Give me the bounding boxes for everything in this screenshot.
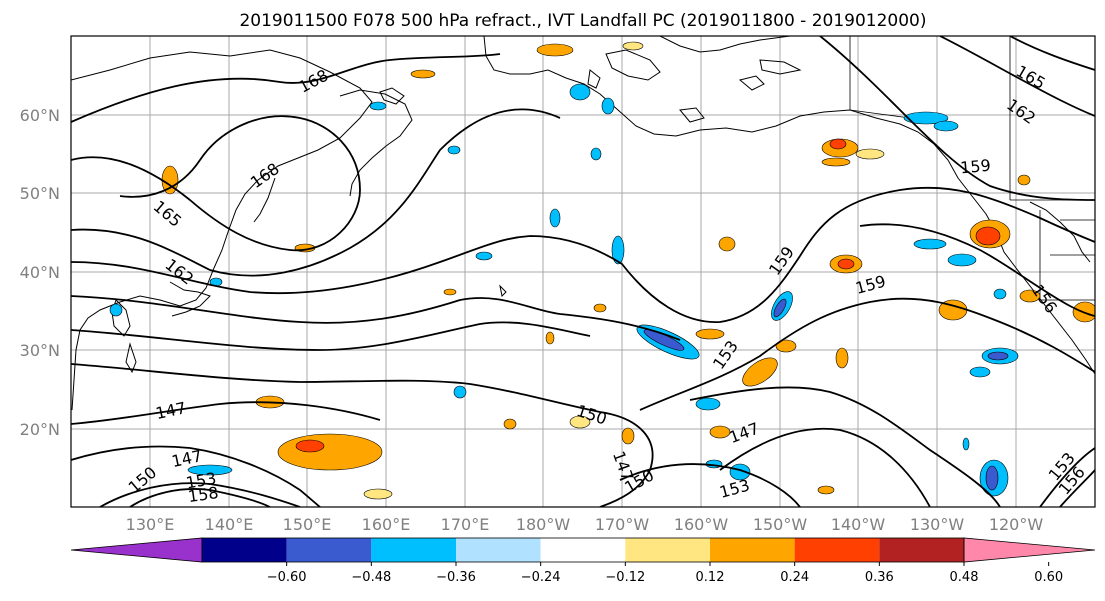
colorbar-extend-high	[963, 537, 1096, 563]
contour-label: 159	[959, 156, 991, 178]
colorbar-tick-label: 0.12	[696, 570, 725, 585]
colorbar-cell	[456, 538, 541, 562]
colorbar-cell	[794, 538, 880, 562]
lat-label: 30°N	[20, 341, 60, 360]
latitude-labels: 60°N 50°N 40°N 30°N 20°N	[20, 106, 60, 439]
colorbar-cell	[540, 538, 626, 562]
lon-label: 150°E	[283, 515, 332, 534]
colorbar-tick-label: 0.36	[865, 570, 894, 585]
colorbar-border	[201, 537, 965, 563]
colorbar-tick-label: −0.36	[436, 570, 476, 585]
lat-label: 50°N	[20, 184, 60, 203]
colorbar-tick-label: −0.60	[267, 570, 307, 585]
colorbar-tick-label: −0.24	[521, 570, 561, 585]
colorbar-extend-low	[70, 537, 203, 563]
coastlines	[71, 36, 1095, 411]
colorbar-cell	[625, 538, 710, 562]
lon-label: 170°W	[595, 515, 650, 534]
colorbar-tick-label: −0.48	[351, 570, 391, 585]
lon-label: 130°W	[910, 515, 965, 534]
lat-label: 20°N	[20, 420, 60, 439]
colorbar-tick-label: 0.60	[1034, 570, 1063, 585]
map-title: 2019011500 F078 500 hPa refract., IVT La…	[239, 11, 926, 31]
lon-label: 160°W	[674, 515, 729, 534]
map-frame	[70, 35, 1096, 508]
colorbar-tick-label: 0.48	[950, 570, 979, 585]
colorbar-cell	[710, 538, 795, 562]
colorbar-tick-label: −0.12	[605, 570, 645, 585]
colorbar-cell	[286, 538, 372, 562]
lon-label: 170°E	[441, 515, 490, 534]
longitude-labels: 130°E 140°E 150°E 160°E 170°E 180°W 170°…	[126, 515, 1044, 534]
colorbar: −0.60 −0.48 −0.36 −0.24 −0.12 0.12 0.24 0.36 0.4…	[70, 537, 1096, 585]
lon-label: 160°E	[362, 515, 411, 534]
colorbar-cell	[202, 538, 287, 562]
lon-label: 120°W	[989, 515, 1044, 534]
lon-label: 180°W	[516, 515, 571, 534]
contour-label: 158	[187, 483, 220, 506]
colorbar-cell	[879, 538, 964, 562]
pc-shading	[109, 41, 1095, 500]
map-panel: 168 168 165 162 147 147 150 153 158 150 …	[70, 35, 1096, 508]
height-contours	[71, 36, 1095, 507]
colorbar-tick-label: 0.24	[780, 570, 809, 585]
colorbar-cells	[70, 537, 1096, 563]
lon-label: 130°E	[126, 515, 175, 534]
colorbar-ticks: −0.60 −0.48 −0.36 −0.24 −0.12 0.12 0.24 0.36 0.4…	[267, 562, 1063, 585]
lon-label: 150°W	[753, 515, 808, 534]
lon-label: 140°E	[205, 515, 254, 534]
lat-label: 60°N	[20, 106, 60, 125]
lat-label: 40°N	[20, 263, 60, 282]
lon-label: 140°W	[831, 515, 886, 534]
colorbar-cell	[371, 538, 456, 562]
